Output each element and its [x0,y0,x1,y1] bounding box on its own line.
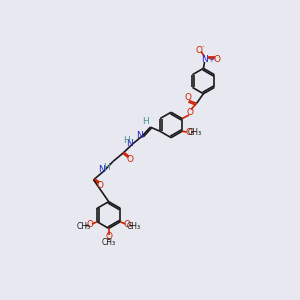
Text: CH₃: CH₃ [76,222,91,231]
Text: CH₃: CH₃ [102,238,116,247]
Text: H: H [142,117,149,126]
Text: N: N [98,165,105,174]
Text: O: O [97,181,104,190]
Text: O: O [106,232,113,241]
Text: N: N [201,55,208,64]
Text: O: O [87,220,94,229]
Text: H: H [123,136,130,145]
Text: N: N [136,131,143,140]
Text: O: O [214,55,221,64]
Text: N: N [126,139,133,148]
Text: ⁻: ⁻ [200,43,204,52]
Text: O: O [124,220,131,229]
Text: O: O [184,93,191,102]
Text: O: O [185,128,192,137]
Text: CH₃: CH₃ [188,128,202,137]
Text: H: H [103,163,110,172]
Text: O: O [196,46,203,55]
Text: +: + [208,57,214,63]
Text: O: O [187,108,194,117]
Text: O: O [126,155,133,164]
Text: CH₃: CH₃ [127,222,141,231]
